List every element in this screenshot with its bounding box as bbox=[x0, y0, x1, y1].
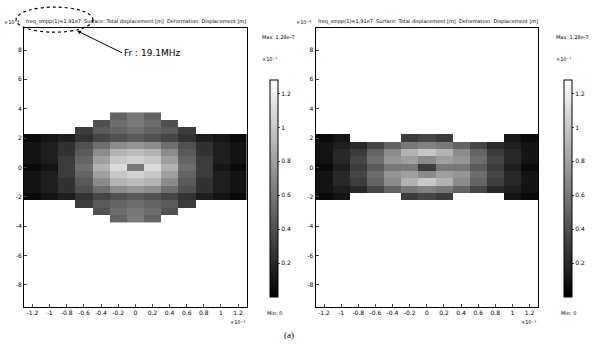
svg-text:Max: 1.28e-7: Max: 1.28e-7 bbox=[556, 34, 589, 40]
svg-text:-8: -8 bbox=[307, 281, 313, 288]
svg-text:0.8: 0.8 bbox=[281, 157, 291, 164]
svg-text:-1.2: -1.2 bbox=[318, 309, 330, 316]
svg-text:×10⁻⁴: ×10⁻⁴ bbox=[296, 19, 311, 25]
svg-text:-6: -6 bbox=[16, 252, 22, 259]
svg-text:0: 0 bbox=[133, 309, 137, 316]
svg-text:4: 4 bbox=[309, 105, 313, 112]
svg-text:0.2: 0.2 bbox=[148, 309, 158, 316]
svg-text:×10⁻³: ×10⁻³ bbox=[521, 319, 536, 325]
svg-text:-2: -2 bbox=[307, 193, 313, 200]
svg-text:0.4: 0.4 bbox=[281, 225, 291, 232]
svg-text:-0.4: -0.4 bbox=[387, 309, 399, 316]
svg-text:1: 1 bbox=[281, 124, 285, 131]
svg-text:1.2: 1.2 bbox=[575, 90, 585, 97]
svg-text:1.2: 1.2 bbox=[233, 309, 243, 316]
svg-text:0.4: 0.4 bbox=[456, 309, 466, 316]
svg-text:0: 0 bbox=[18, 164, 22, 171]
svg-text:0.2: 0.2 bbox=[439, 309, 449, 316]
svg-text:×10⁻⁴: ×10⁻⁴ bbox=[4, 19, 19, 25]
svg-text:Min: 0: Min: 0 bbox=[267, 310, 282, 316]
svg-text:0: 0 bbox=[309, 164, 313, 171]
svg-text:6: 6 bbox=[309, 75, 313, 82]
svg-text:-1: -1 bbox=[338, 309, 344, 316]
svg-text:Min: 0: Min: 0 bbox=[561, 310, 576, 316]
svg-text:2: 2 bbox=[18, 134, 22, 141]
svg-text:6: 6 bbox=[18, 75, 22, 82]
svg-text:-0.2: -0.2 bbox=[404, 309, 416, 316]
svg-text:0.4: 0.4 bbox=[575, 225, 585, 232]
svg-text:2: 2 bbox=[309, 134, 313, 141]
svg-text:0.4: 0.4 bbox=[165, 309, 175, 316]
svg-text:1.2: 1.2 bbox=[525, 309, 535, 316]
svg-text:0: 0 bbox=[425, 309, 429, 316]
svg-text:(a): (a) bbox=[284, 330, 294, 340]
svg-text:0.6: 0.6 bbox=[575, 191, 585, 198]
svg-text:1: 1 bbox=[219, 309, 223, 316]
svg-text:-4: -4 bbox=[16, 222, 22, 229]
svg-text:Fr : 19.1MHz: Fr : 19.1MHz bbox=[124, 48, 181, 58]
svg-text:0.8: 0.8 bbox=[575, 157, 585, 164]
svg-text:×10⁻⁷: ×10⁻⁷ bbox=[262, 56, 277, 62]
svg-text:0.2: 0.2 bbox=[281, 259, 291, 266]
svg-text:-2: -2 bbox=[16, 193, 22, 200]
svg-text:0.8: 0.8 bbox=[199, 309, 209, 316]
svg-text:-4: -4 bbox=[307, 222, 313, 229]
svg-text:-0.8: -0.8 bbox=[352, 309, 364, 316]
svg-text:-0.2: -0.2 bbox=[112, 309, 124, 316]
svg-text:×10⁻⁷: ×10⁻⁷ bbox=[556, 56, 571, 62]
svg-text:1: 1 bbox=[511, 309, 515, 316]
svg-text:freq_smpp(1)=1.91e7 Surface:: freq_smpp(1)=1.91e7 Surface: Total displ… bbox=[318, 18, 538, 25]
svg-text:0.6: 0.6 bbox=[281, 191, 291, 198]
svg-text:-0.6: -0.6 bbox=[78, 309, 90, 316]
svg-text:1.2: 1.2 bbox=[281, 90, 291, 97]
svg-text:0.6: 0.6 bbox=[182, 309, 192, 316]
svg-text:Max: 1.28e-7: Max: 1.28e-7 bbox=[262, 34, 295, 40]
svg-text:-1.2: -1.2 bbox=[27, 309, 39, 316]
svg-text:4: 4 bbox=[18, 105, 22, 112]
svg-text:-1: -1 bbox=[47, 309, 53, 316]
svg-text:8: 8 bbox=[309, 46, 313, 53]
svg-text:-8: -8 bbox=[16, 281, 22, 288]
svg-text:freq_smpp(1)=1.91e7 Surface:: freq_smpp(1)=1.91e7 Surface: Total displ… bbox=[26, 18, 246, 25]
svg-text:0.6: 0.6 bbox=[473, 309, 483, 316]
svg-text:-0.4: -0.4 bbox=[95, 309, 107, 316]
svg-text:×10⁻³: ×10⁻³ bbox=[230, 319, 245, 325]
svg-text:0.8: 0.8 bbox=[491, 309, 501, 316]
svg-text:-6: -6 bbox=[307, 252, 313, 259]
svg-text:-0.6: -0.6 bbox=[370, 309, 382, 316]
svg-text:0.2: 0.2 bbox=[575, 259, 585, 266]
svg-text:-0.8: -0.8 bbox=[61, 309, 73, 316]
svg-text:1: 1 bbox=[575, 124, 579, 131]
svg-text:8: 8 bbox=[18, 46, 22, 53]
